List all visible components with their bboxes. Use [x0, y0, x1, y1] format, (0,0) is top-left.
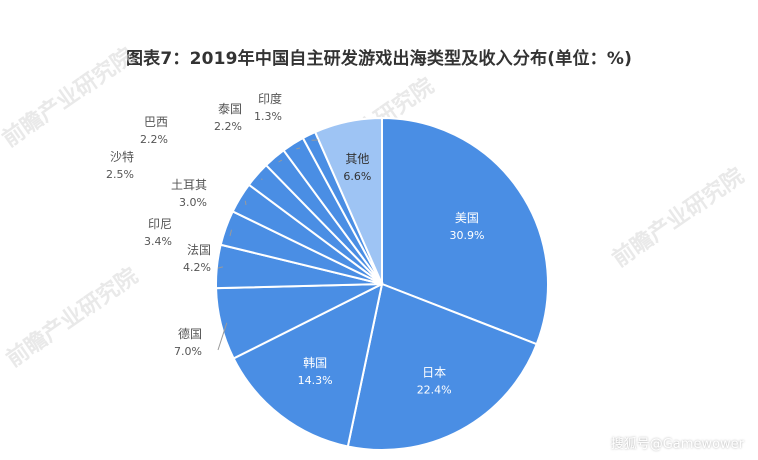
leader-line	[217, 266, 224, 269]
slice-value-label: 3.0%	[179, 196, 207, 209]
slice-value-label: 1.3%	[254, 110, 282, 123]
leader-line	[296, 147, 301, 150]
slice-value-label: 3.4%	[144, 235, 172, 248]
source-footer: 搜狐号@Gamewower	[610, 437, 744, 452]
slice-label: 土耳其	[171, 178, 207, 192]
chart-title: 图表7：2019年中国自主研发游戏出海类型及收入分布(单位：%)	[125, 49, 633, 69]
slice-label: 巴西	[144, 115, 168, 129]
slice-label: 沙特	[110, 149, 134, 164]
pie-slice	[313, 116, 383, 285]
pie-slice	[346, 282, 539, 451]
leader-line	[278, 159, 283, 163]
slice-label: 印度	[258, 91, 282, 106]
slice-value-label: 2.5%	[106, 168, 134, 181]
slice-value-label: 14.3%	[298, 374, 333, 387]
slice-value-label: 2.2%	[140, 133, 168, 146]
slice-value-label: 7.0%	[174, 345, 202, 358]
slice-label: 美国	[455, 211, 479, 225]
pie-slice	[381, 116, 549, 346]
slice-value-label: 6.6%	[343, 170, 371, 183]
slice-label: 法国	[187, 243, 211, 257]
slice-value-label: 22.4%	[417, 383, 452, 396]
slice-label: 印尼	[148, 217, 172, 231]
leader-line	[217, 322, 228, 351]
slice-label: 其他	[345, 152, 369, 166]
slice-label: 日本	[422, 365, 446, 379]
leader-line	[229, 229, 232, 237]
slice-value-label: 30.9%	[449, 229, 484, 242]
slice-label: 韩国	[303, 355, 327, 370]
slice-value-label: 4.2%	[183, 261, 211, 274]
leader-line	[244, 200, 247, 206]
pie-slice	[232, 282, 384, 448]
slice-label: 德国	[178, 326, 202, 341]
slice-value-label: 2.2%	[214, 120, 242, 133]
slice-label: 泰国	[218, 102, 242, 116]
